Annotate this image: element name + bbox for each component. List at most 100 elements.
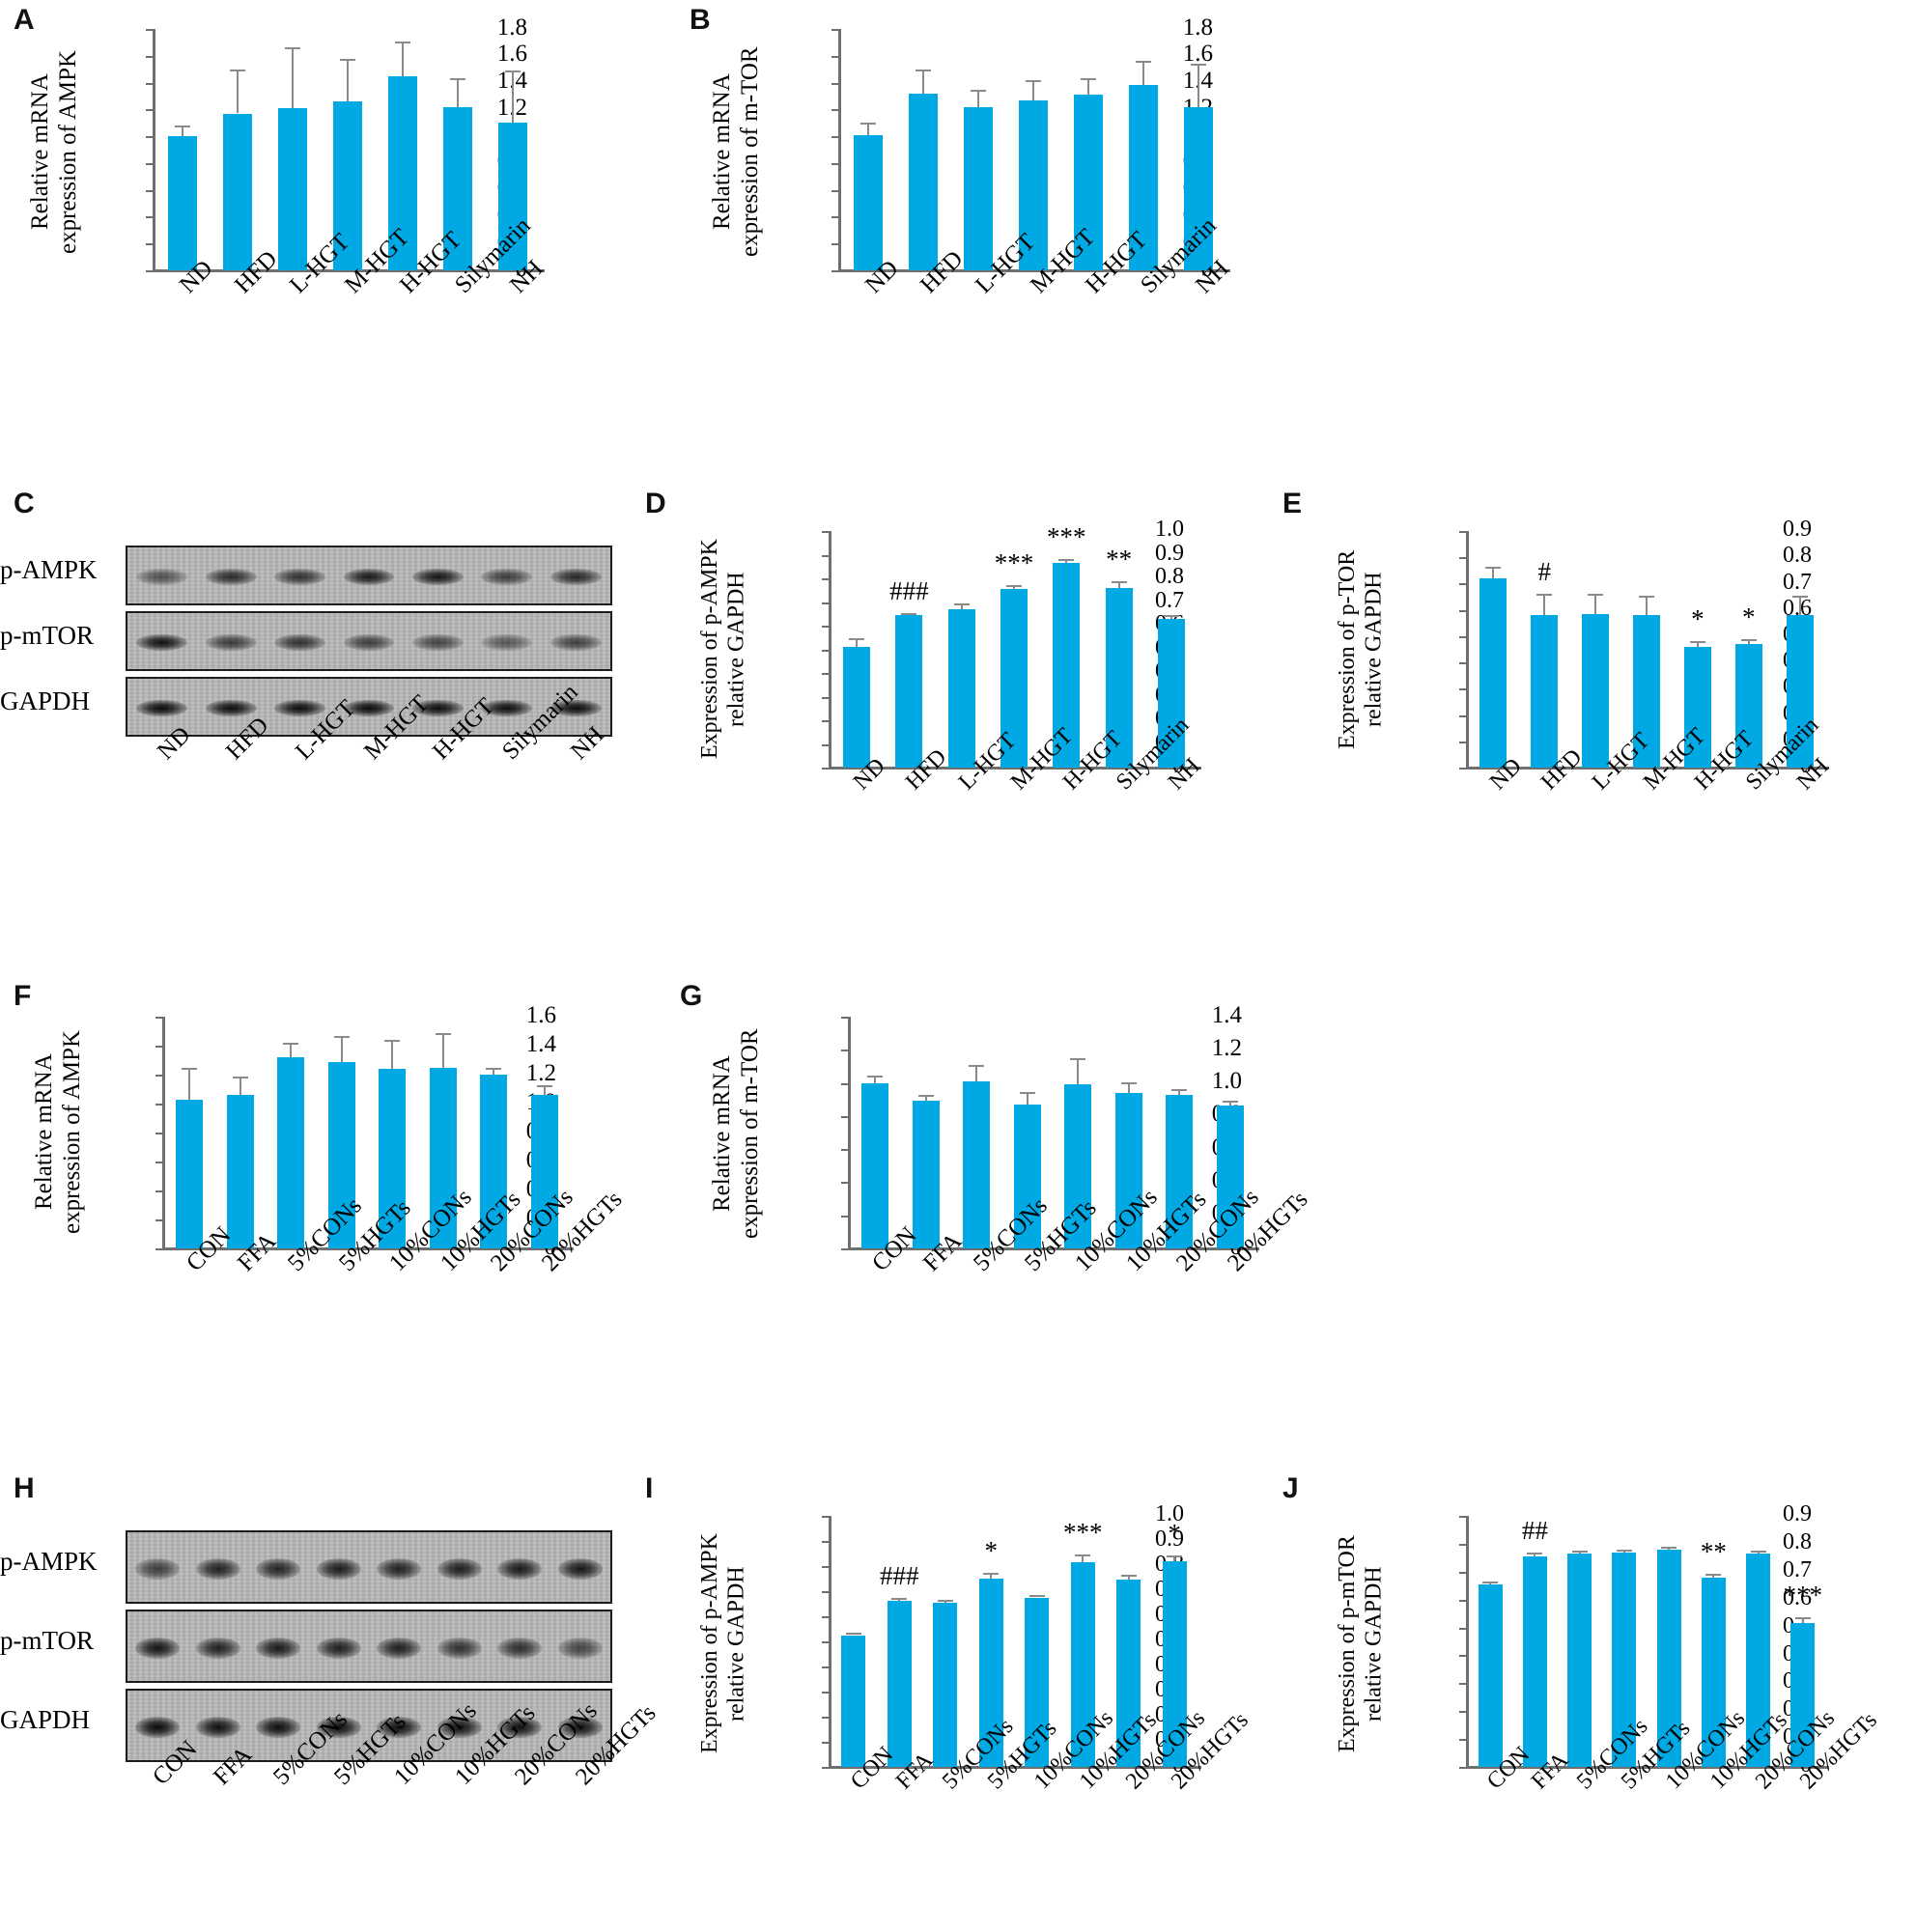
bar [1064, 1084, 1092, 1248]
blot-band [437, 1638, 482, 1659]
bar [1013, 1104, 1041, 1248]
error-bar-cap [1791, 595, 1808, 598]
y-tick [841, 1050, 850, 1052]
bar [912, 1101, 940, 1248]
y-tick-label: 0.8 [1155, 564, 1184, 590]
x-axis [829, 767, 1201, 770]
blot-row-label: p-AMPK [0, 555, 98, 585]
error-bar-cap [229, 69, 245, 71]
error-bar-cap [486, 1067, 502, 1070]
y-tick [822, 1717, 831, 1719]
error-bar-cap [174, 126, 190, 127]
bar [1000, 589, 1028, 768]
error-bar-cap [891, 1598, 908, 1601]
bar [327, 1061, 355, 1248]
y-tick-label: 0.9 [1155, 540, 1184, 566]
y-axis [848, 1017, 851, 1249]
y-tick [155, 1162, 164, 1163]
blot-image [126, 1610, 612, 1683]
bar [379, 1069, 407, 1248]
y-tick [1459, 1516, 1468, 1518]
x-axis [848, 1247, 1259, 1250]
error-bar-cap [1019, 1092, 1035, 1094]
bar [895, 614, 923, 768]
significance-marker: ### [889, 576, 929, 605]
bar [1567, 1554, 1592, 1767]
bar [277, 1057, 305, 1248]
error-bar-cap [1075, 1554, 1091, 1557]
error-bar-cap [1136, 61, 1152, 64]
error-bar-cap [859, 123, 876, 126]
y-tick [155, 1017, 164, 1019]
error-bar-cap [1070, 1057, 1086, 1060]
error-bar [291, 47, 294, 108]
error-bar [976, 89, 979, 107]
y-tick-label: 0.7 [1783, 1556, 1812, 1582]
error-bar-cap [1028, 1595, 1045, 1598]
y-tick [1459, 1739, 1468, 1742]
error-bar [457, 78, 460, 107]
panel-i-label: I [645, 1472, 654, 1504]
significance-marker: ** [1700, 1537, 1727, 1567]
panel-d-label: D [645, 488, 666, 519]
error-bar [1026, 1092, 1028, 1105]
plot-area: 00.10.20.30.40.50.60.70.80.9#** [1459, 518, 1829, 777]
bar [963, 1080, 991, 1248]
y-tick [146, 55, 155, 58]
blot-band [412, 634, 464, 652]
blot-band [256, 1717, 301, 1738]
error-bar-cap [505, 70, 521, 73]
y-tick-label: 1.2 [525, 1059, 556, 1086]
bar [1701, 1577, 1726, 1767]
error-bar [1646, 595, 1648, 616]
blot-band [497, 1717, 543, 1738]
blot-band [497, 1558, 543, 1580]
y-tick [1459, 662, 1468, 665]
y-tick [831, 29, 840, 31]
panel-j: J Expression of p-mTOR relative GAPDH00.… [1275, 1472, 1916, 1878]
error-bar [924, 1095, 927, 1102]
bar [947, 608, 975, 768]
bar [963, 106, 993, 270]
error-bar [1087, 78, 1090, 96]
y-tick-label: 1.6 [496, 41, 527, 68]
panel-i: I Expression of p-AMPK relative GAPDH00.… [637, 1472, 1275, 1878]
blot-band [136, 569, 188, 586]
error-bar-cap [1794, 1616, 1811, 1619]
error-bar [1173, 1555, 1176, 1561]
y-axis-label: Expression of p-AMPK relative GAPDH [697, 539, 749, 760]
y-tick [146, 216, 155, 219]
x-axis [1466, 1766, 1829, 1769]
y-tick-label: 1.2 [497, 96, 527, 120]
y-tick-label: 0.8 [1783, 1528, 1812, 1554]
y-tick-label: 0.6 [1783, 1584, 1812, 1610]
blot-band [377, 1558, 422, 1580]
error-bar-cap [284, 47, 300, 50]
error-bar-cap [1639, 595, 1654, 598]
y-tick [831, 243, 840, 246]
panel-b-label: B [690, 4, 711, 36]
bar [1105, 587, 1133, 768]
error-bar [960, 602, 963, 609]
error-bar-cap [969, 1064, 985, 1067]
panel-a-label: A [14, 4, 35, 36]
error-bar-cap [849, 638, 865, 641]
blot-band [205, 700, 257, 717]
y-tick [831, 55, 840, 58]
y-tick [155, 1248, 164, 1250]
error-bar [1127, 1081, 1130, 1093]
bar [861, 1082, 889, 1248]
y-tick [1459, 714, 1468, 717]
y-tick [146, 189, 155, 192]
error-bar [1228, 1101, 1231, 1106]
y-tick [1459, 583, 1468, 586]
y-axis-label: Relative mRNA expression of AMPK [31, 1029, 85, 1235]
blot-band [256, 1638, 301, 1659]
error-bar-cap [435, 1032, 451, 1035]
plot-area: 00.10.20.30.40.50.60.70.80.91.0###******… [822, 518, 1201, 777]
blot-band [549, 569, 602, 586]
y-tick-label: 1.0 [1211, 1068, 1242, 1095]
y-tick [841, 1082, 850, 1085]
y-tick [146, 136, 155, 139]
blot-band [557, 1717, 603, 1738]
